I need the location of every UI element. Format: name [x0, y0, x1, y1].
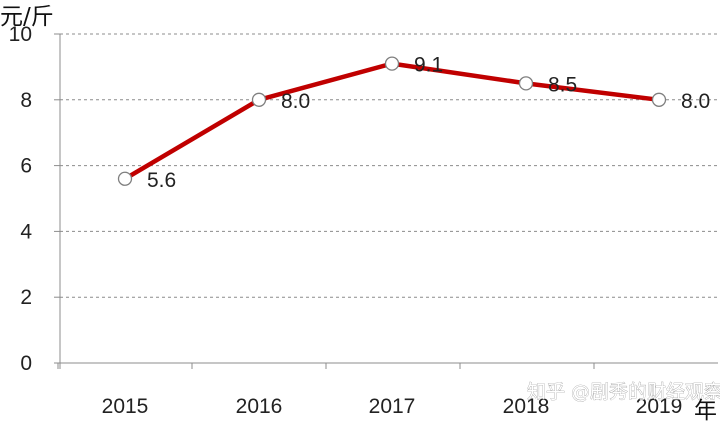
x-tick-labels: 2015 2016 2017 2018 2019 — [102, 395, 683, 418]
axes — [54, 33, 718, 369]
data-label: 9.1 — [414, 54, 443, 77]
y-axis-label: 元/斤 — [0, 4, 54, 30]
series-line — [123, 61, 660, 181]
data-point — [518, 76, 534, 91]
data-point — [251, 92, 267, 107]
watermark: 知乎 @剧秀的财经观察 — [527, 381, 720, 403]
data-label: 5.6 — [147, 169, 176, 192]
series-line-path — [123, 61, 660, 181]
y-tick-label: 0 — [20, 352, 32, 375]
gridlines — [60, 33, 718, 298]
data-label: 8.5 — [548, 73, 577, 96]
x-tick-label: 2016 — [236, 395, 283, 418]
x-tick-label: 2017 — [369, 395, 416, 418]
x-axis-label: 年 — [694, 398, 717, 424]
series-markers — [117, 56, 667, 186]
data-point — [384, 56, 400, 71]
data-label: 8.0 — [681, 90, 710, 113]
y-tick-labels: 0 2 4 6 8 10 — [9, 23, 33, 375]
y-tick-label: 8 — [20, 89, 32, 112]
data-labels: 5.6 8.0 9.1 8.5 8.0 — [147, 54, 710, 192]
y-tick-label: 10 — [9, 23, 32, 46]
data-label: 8.0 — [281, 90, 310, 113]
y-tick-label: 4 — [20, 220, 32, 243]
y-tick-label: 6 — [20, 155, 32, 178]
x-tick-label: 2015 — [102, 395, 149, 418]
y-tick-label: 2 — [20, 286, 32, 309]
data-point — [651, 92, 667, 107]
x-tick-label: 2018 — [503, 395, 550, 418]
x-tick-label: 2019 — [636, 395, 683, 418]
data-point — [117, 171, 133, 186]
